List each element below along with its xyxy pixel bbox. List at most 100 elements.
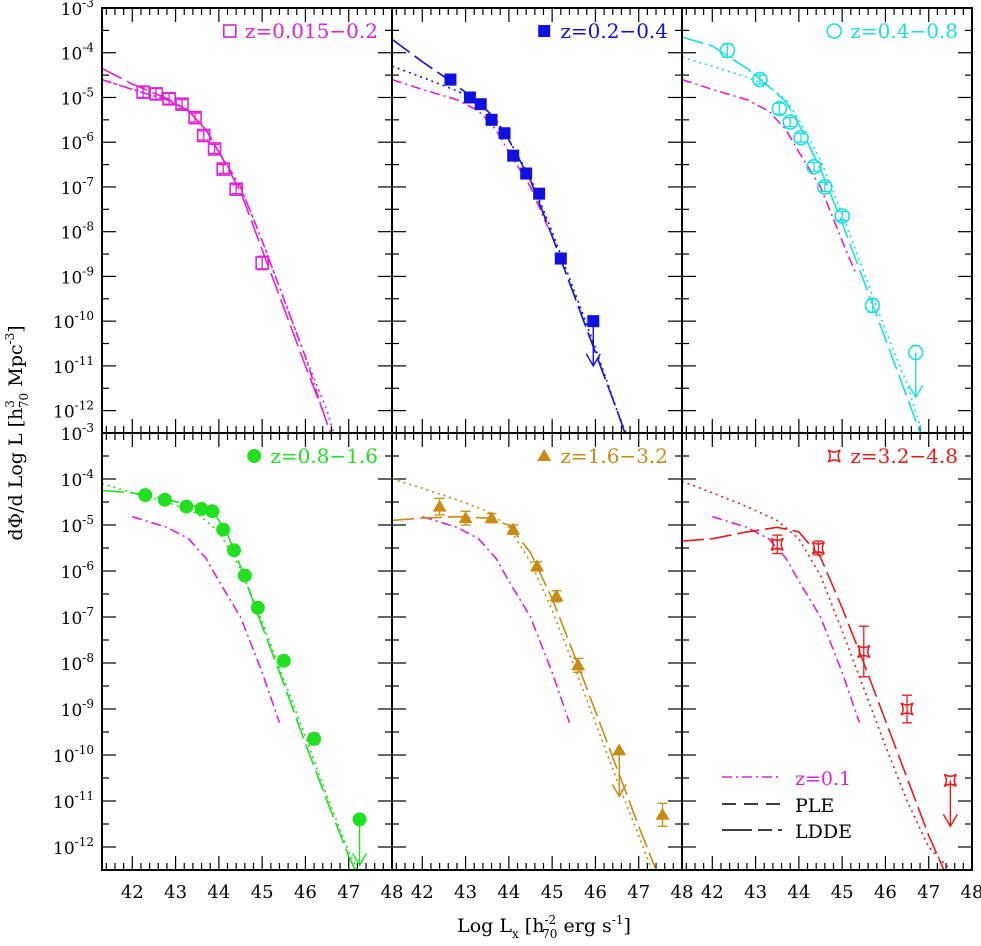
data-point [857, 644, 871, 659]
ldde-model-curve [392, 515, 657, 870]
x-tick-label: 47 [627, 882, 650, 903]
y-tick-label: 10-4 [61, 467, 95, 491]
upper-limit-point [587, 315, 600, 328]
redshift-label: z=0.8−1.6 [270, 444, 378, 468]
x-tick-label: 44 [207, 882, 230, 903]
y-tick-label: 10-10 [53, 309, 94, 333]
data-point [485, 113, 498, 126]
z01-reference-curve [132, 515, 281, 724]
panel-bottom-middle: 42 43 44 45 46 47 48 z=1.6−3.2 [391, 432, 694, 903]
panel-frame [391, 7, 683, 434]
redshift-label: z=0.2−0.4 [560, 19, 668, 43]
panel-top-right: z=0.4−0.8 [681, 7, 973, 434]
data-point [554, 252, 567, 265]
ple-model-curve [682, 56, 923, 433]
data-point [255, 256, 269, 270]
data-point [533, 187, 546, 200]
data-point [205, 504, 220, 519]
panel-frame [681, 7, 973, 434]
x-tick-label: 43 [744, 882, 767, 903]
panel-frame [101, 7, 393, 434]
data-point [530, 559, 544, 572]
x-tick-label: 46 [294, 882, 317, 903]
data-point [194, 501, 209, 516]
data-point [216, 522, 231, 537]
legend-marker [538, 25, 551, 37]
legend-marker [223, 24, 237, 38]
y-tick-label: 10-3 [61, 421, 94, 445]
data-point [250, 600, 265, 615]
data-point [655, 807, 670, 820]
upper-limit-arrowhead [351, 853, 368, 867]
x-tick-label: 48 [381, 882, 404, 903]
data-point [196, 128, 211, 143]
svg-text:Log Lx [h-270 erg s-1]: Log Lx [h-2 70 erg s-1] [457, 913, 631, 941]
panel-grid: 10-12 10-11 10-10 10-9 10-8 10-7 10-6 10-5 10-4 1… [53, 0, 981, 903]
y-tick-label: 10-7 [61, 605, 94, 629]
x-tick-label: 46 [874, 882, 897, 903]
y-tick-label: 10-5 [61, 513, 94, 537]
data-point [770, 537, 784, 551]
redshift-label: z=0.4−0.8 [850, 19, 958, 43]
data-point [806, 159, 822, 175]
y-tick-label: 10-5 [61, 85, 94, 109]
data-point [179, 499, 194, 514]
redshift-label: z=1.6−3.2 [560, 444, 668, 468]
upper-limit-arrowhead [611, 784, 627, 798]
data-point [752, 71, 768, 88]
legend-marker [826, 23, 843, 39]
data-point [227, 543, 242, 558]
panel-bottom-left: 42 43 44 45 46 47 48 10-12 10-11 10-10 10-9 10-8 10-… [53, 421, 403, 903]
panel-bottom-right: 42 43 44 45 46 47 48 z=3.2−4.8 [681, 432, 981, 903]
x-tick-label: 45 [831, 882, 854, 903]
legend-marker [537, 449, 552, 461]
ldde-model-curve [682, 526, 945, 870]
legend-label-z01: z=0.1 [795, 768, 851, 790]
data-point [782, 114, 799, 130]
x-axis-label: Log Lx [h-2 70 erg s-1] [457, 913, 631, 941]
redshift-label: z=0.015−0.2 [245, 19, 378, 43]
y-tick-label: 10-7 [61, 175, 94, 199]
y-tick-label: 10-9 [61, 697, 94, 721]
data-point [157, 492, 172, 507]
panel-frame [681, 432, 973, 871]
data-point [432, 499, 447, 512]
y-tick-label: 10-6 [61, 130, 94, 154]
legend-marker [827, 449, 841, 463]
y-tick-label: 10-3 [61, 0, 94, 20]
data-point [276, 653, 291, 668]
data-point [216, 162, 230, 176]
data-point [571, 658, 586, 671]
y-tick-label: 10-12 [53, 399, 94, 423]
y-tick-label: 10-12 [53, 835, 94, 859]
x-tick-label: 48 [961, 882, 981, 903]
x-tick-label: 46 [584, 882, 607, 903]
x-tick-label: 48 [671, 882, 694, 903]
data-point [458, 511, 473, 524]
y-tick-label: 10-10 [53, 743, 94, 767]
data-point [549, 589, 564, 602]
data-point [237, 568, 252, 583]
ple-model-curve [392, 65, 627, 433]
data-point [463, 91, 476, 104]
data-point [719, 42, 736, 59]
upper-limit-point [352, 812, 367, 827]
data-point [864, 297, 881, 314]
data-point [834, 208, 850, 224]
data-point [162, 92, 176, 106]
data-point [900, 702, 914, 716]
x-tick-label: 42 [121, 882, 144, 903]
data-point [520, 167, 533, 180]
x-tick-label: 47 [337, 882, 360, 903]
z01-reference-curve [712, 515, 861, 724]
redshift-label: z=3.2−4.8 [850, 444, 958, 468]
data-point [507, 149, 520, 162]
y-tick-label: 10-11 [53, 789, 94, 813]
panel-top-middle: z=0.2−0.4 [391, 7, 683, 434]
upper-limit-arrowhead [942, 813, 958, 828]
ple-model-curve [102, 78, 335, 433]
x-tick-label: 47 [917, 882, 940, 903]
y-tick-label: 10-8 [61, 651, 94, 675]
x-tick-label: 44 [787, 882, 810, 903]
